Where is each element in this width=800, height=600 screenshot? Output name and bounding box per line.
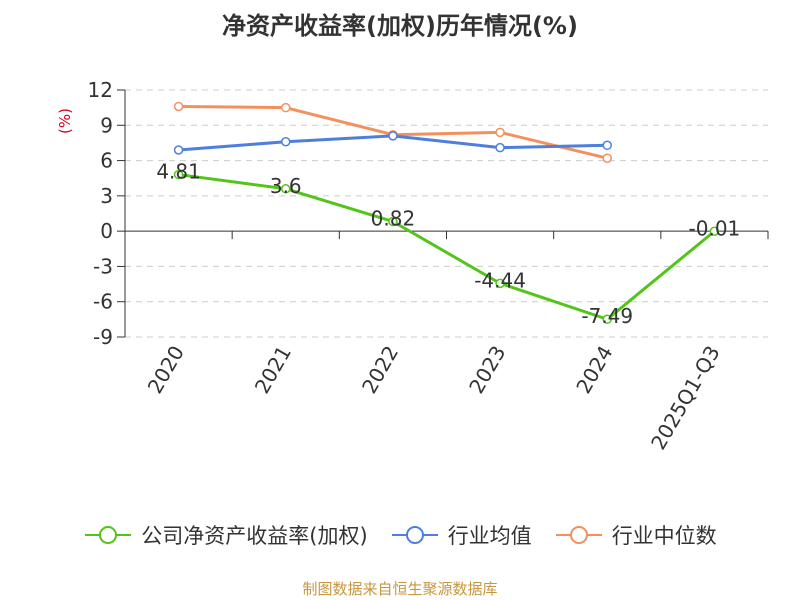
y-tick-label: 12: [88, 78, 113, 102]
data-point: [709, 226, 720, 237]
legend-label-industry-mean: 行业均值: [447, 524, 532, 548]
x-tick-label: 2024: [571, 342, 617, 398]
x-tick-label: 2020: [143, 342, 189, 398]
data-point: [495, 278, 505, 289]
data-point: [281, 184, 291, 194]
data-point: [173, 101, 184, 112]
legend-label-industry-median: 行业中位数: [611, 524, 717, 548]
y-tick-label: -3: [93, 254, 113, 278]
data-source-note: 制图数据来自恒生聚源数据库: [302, 580, 498, 598]
legend-marker-blue: [391, 526, 438, 544]
y-tick-label: -6: [93, 290, 113, 314]
data-label: 3.6: [270, 174, 302, 198]
x-tick-label: 2021: [250, 342, 296, 398]
x-tick-label: 2022: [357, 342, 403, 398]
y-tick-label: -9: [93, 325, 113, 349]
legend-item-industry-mean[interactable]: 行业均值: [390, 520, 532, 550]
data-point: [602, 314, 612, 324]
data-point: [495, 142, 505, 153]
x-tick-label: 2025Q1-Q3: [646, 342, 725, 454]
series-line: [178, 173, 716, 321]
data-label: 0.82: [371, 206, 416, 230]
y-tick-label: 3: [100, 184, 113, 208]
data-label: -4.44: [474, 268, 526, 292]
data-point: [173, 145, 184, 155]
y-tick-label: 0: [100, 219, 113, 243]
data-point: [602, 140, 612, 151]
legend-marker-orange: [555, 526, 602, 544]
data-point: [495, 127, 505, 138]
legend-item-company-roe[interactable]: 公司净资产收益率(加权): [83, 520, 368, 550]
chart-title: 净资产收益率(加权)历年情况(%): [222, 12, 578, 40]
data-label: -7.49: [581, 304, 633, 328]
data-point: [281, 137, 291, 147]
data-point: [281, 102, 291, 113]
x-tick-label: 2023: [464, 342, 510, 398]
data-label: 4.81: [156, 160, 201, 184]
data-point: [388, 131, 398, 141]
legend-label-company-roe: 公司净资产收益率(加权): [141, 524, 368, 548]
legend-marker-green: [85, 526, 132, 544]
legend-item-industry-median[interactable]: 行业中位数: [554, 520, 717, 550]
y-tick-label: 9: [100, 113, 113, 137]
chart-legend: 公司净资产收益率(加权) 行业均值 行业中位数: [0, 520, 800, 550]
data-label: -0.01: [689, 216, 741, 240]
data-point: [173, 169, 184, 180]
data-point: [388, 216, 398, 227]
y-tick-label: 6: [100, 149, 113, 173]
data-point: [602, 153, 612, 163]
